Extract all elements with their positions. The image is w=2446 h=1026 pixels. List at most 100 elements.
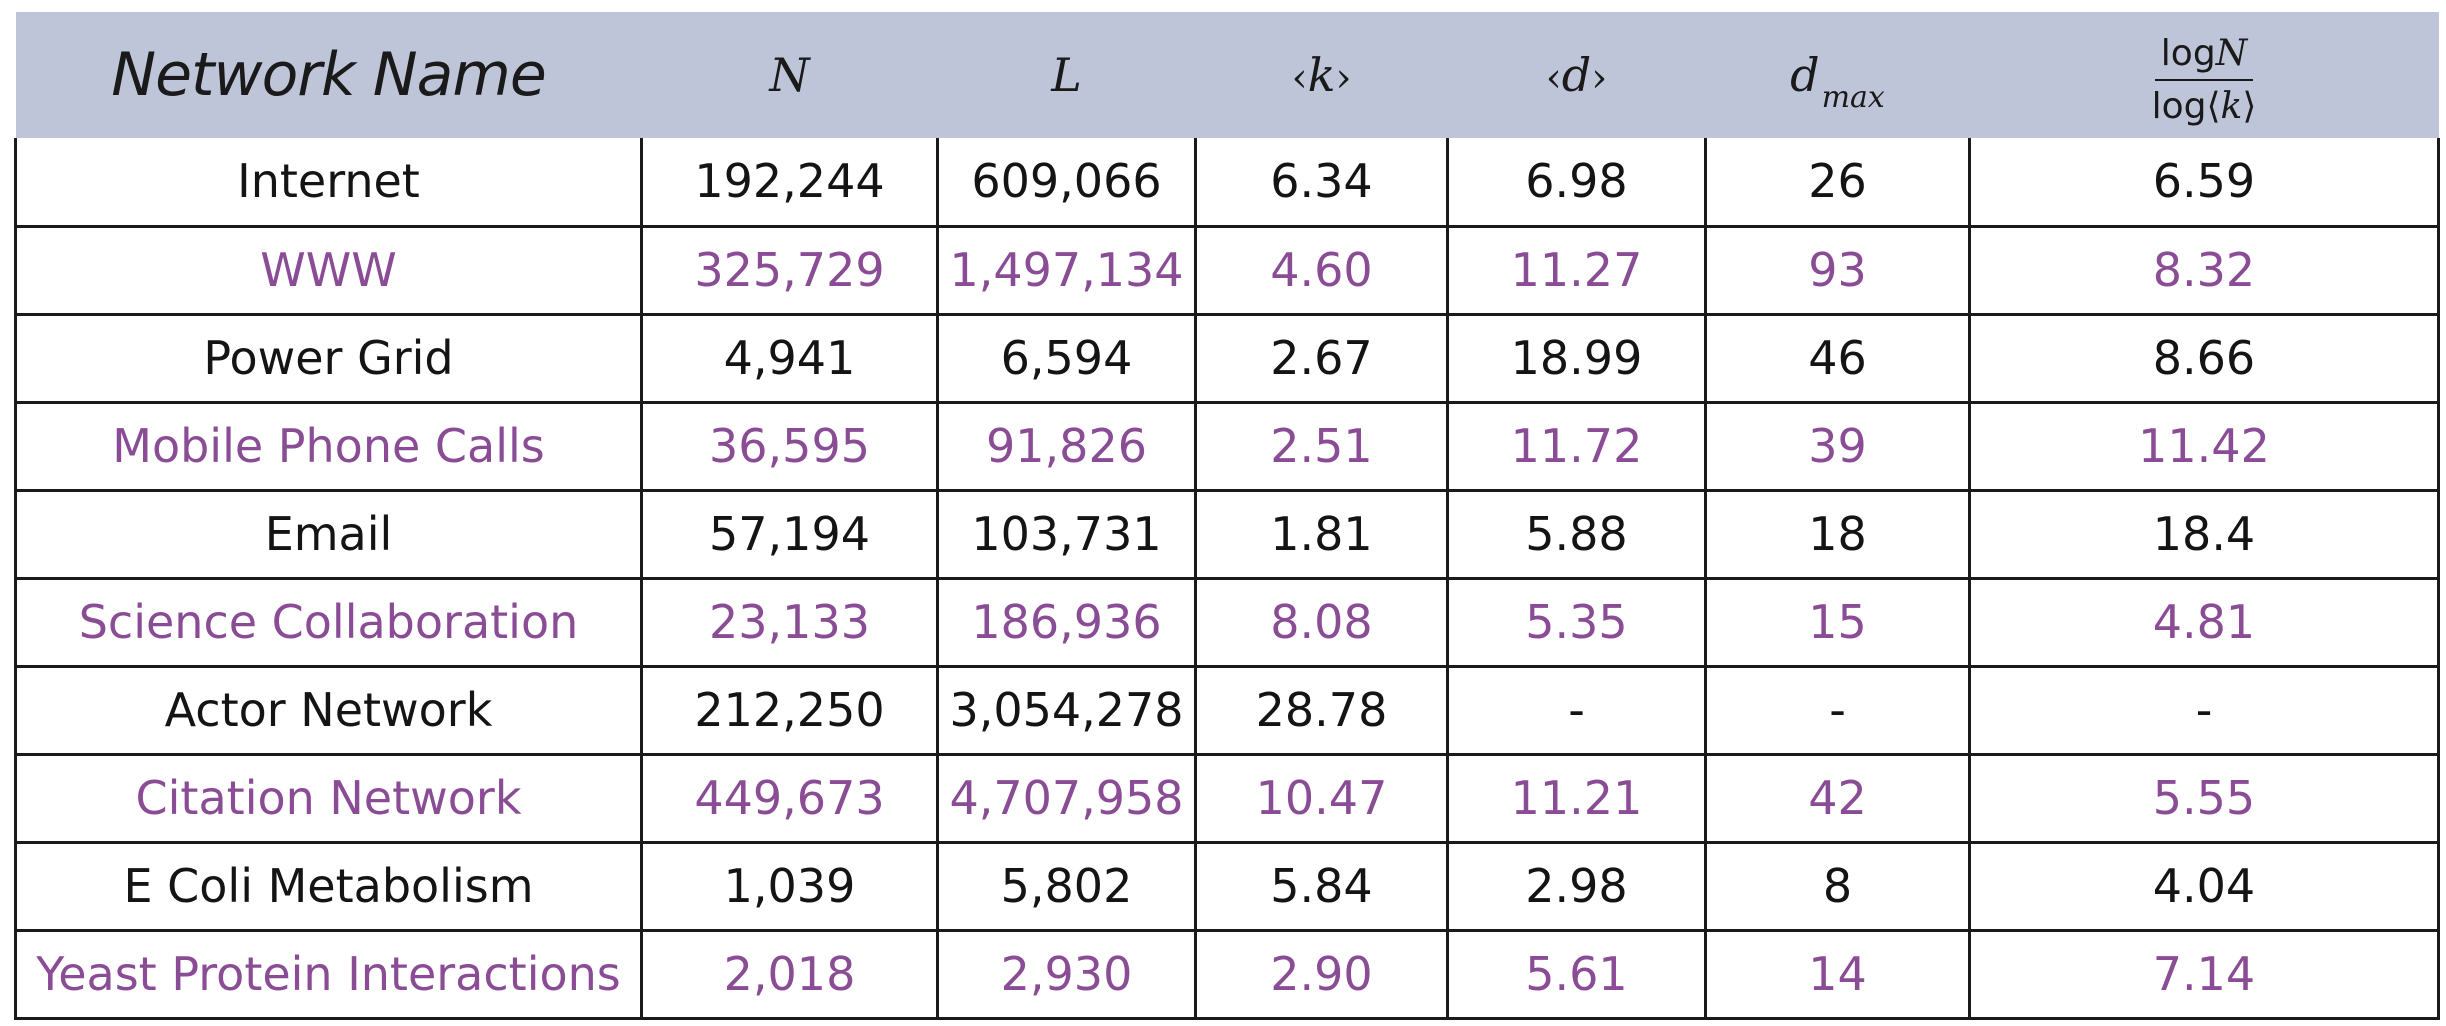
header-k-label: k (1307, 48, 1336, 102)
table-row: Citation Network 449,673 4,707,958 10.47… (14, 752, 2440, 844)
cell-dmax: 46 (1704, 312, 1971, 404)
cell-dmax: 93 (1704, 224, 1971, 316)
table-row: E Coli Metabolism 1,039 5,802 5.84 2.98 … (14, 840, 2440, 932)
cell-avg-d: 6.98 (1446, 138, 1707, 228)
cell-avg-k: 8.08 (1194, 576, 1449, 668)
cell-network-name: Yeast Protein Interactions (14, 928, 643, 1020)
cell-network-name: Email (14, 488, 643, 580)
cell-l: 91,826 (936, 400, 1197, 492)
cell-n: 2,018 (640, 928, 939, 1020)
header-l-label: L (1051, 48, 1082, 102)
fraction-numerator: logN (2154, 32, 2254, 81)
cell-l: 5,802 (936, 840, 1197, 932)
header-l: L (938, 12, 1196, 138)
cell-avg-d: - (1446, 664, 1707, 756)
cell-network-name: Internet (14, 138, 643, 228)
cell-l: 6,594 (936, 312, 1197, 404)
cell-avg-k: 2.90 (1194, 928, 1449, 1020)
left-angle-glyph: ‹ (1545, 55, 1562, 101)
log-ratio-fraction: logN log⟨k⟩ (2152, 32, 2257, 128)
cell-n: 23,133 (640, 576, 939, 668)
network-table-container: Network Name N L ‹k› ‹d› dmax (14, 12, 2440, 1020)
cell-log-ratio: 4.81 (1968, 576, 2440, 668)
cell-network-name: Citation Network (14, 752, 643, 844)
cell-avg-k: 2.67 (1194, 312, 1449, 404)
cell-n: 4,941 (640, 312, 939, 404)
header-n-label: N (769, 48, 810, 102)
cell-l: 2,930 (936, 928, 1197, 1020)
cell-network-name: E Coli Metabolism (14, 840, 643, 932)
right-angle-glyph: › (1591, 55, 1608, 101)
table-row: Power Grid 4,941 6,594 2.67 18.99 46 8.6… (14, 312, 2440, 404)
header-row: Network Name N L ‹k› ‹d› dmax (15, 12, 2439, 138)
cell-dmax: 42 (1704, 752, 1971, 844)
cell-avg-k: 1.81 (1194, 488, 1449, 580)
header-dmax-subscript: max (1821, 80, 1885, 115)
table-row: Science Collaboration 23,133 186,936 8.0… (14, 576, 2440, 668)
cell-dmax: 14 (1704, 928, 1971, 1020)
cell-l: 3,054,278 (936, 664, 1197, 756)
denominator-log: log (2151, 86, 2207, 127)
numerator-log: log (2160, 32, 2216, 74)
table-row: Yeast Protein Interactions 2,018 2,930 2… (14, 928, 2440, 1020)
cell-l: 186,936 (936, 576, 1197, 668)
cell-avg-d: 11.21 (1446, 752, 1707, 844)
cell-l: 4,707,958 (936, 752, 1197, 844)
cell-avg-k: 10.47 (1194, 752, 1449, 844)
header-network-name: Network Name (111, 40, 547, 110)
header-avg-k: ‹k› (1196, 12, 1448, 138)
table-header: Network Name N L ‹k› ‹d› dmax (15, 12, 2439, 138)
cell-avg-d: 11.72 (1446, 400, 1707, 492)
cell-n: 36,595 (640, 400, 939, 492)
table-row: Internet 192,244 609,066 6.34 6.98 26 6.… (14, 138, 2440, 228)
cell-l: 103,731 (936, 488, 1197, 580)
cell-dmax: - (1704, 664, 1971, 756)
cell-l: 609,066 (936, 138, 1197, 228)
cell-avg-k: 28.78 (1194, 664, 1449, 756)
cell-dmax: 39 (1704, 400, 1971, 492)
cell-l: 1,497,134 (936, 224, 1197, 316)
cell-avg-k: 5.84 (1194, 840, 1449, 932)
cell-log-ratio: 11.42 (1968, 400, 2440, 492)
cell-n: 325,729 (640, 224, 939, 316)
cell-avg-d: 2.98 (1446, 840, 1707, 932)
cell-avg-d: 5.88 (1446, 488, 1707, 580)
cell-network-name: Power Grid (14, 312, 643, 404)
cell-avg-d: 18.99 (1446, 312, 1707, 404)
cell-network-name: Mobile Phone Calls (14, 400, 643, 492)
table-row: WWW 325,729 1,497,134 4.60 11.27 93 8.32 (14, 224, 2440, 316)
header-n: N (642, 12, 938, 138)
cell-log-ratio: 7.14 (1968, 928, 2440, 1020)
cell-n: 449,673 (640, 752, 939, 844)
cell-avg-d: 5.35 (1446, 576, 1707, 668)
cell-n: 192,244 (640, 138, 939, 228)
cell-log-ratio: - (1968, 664, 2440, 756)
header-d-label: d (1561, 48, 1592, 102)
header-log-ratio: logN log⟨k⟩ (1970, 12, 2439, 138)
cell-network-name: Actor Network (14, 664, 643, 756)
table-body: Internet 192,244 609,066 6.34 6.98 26 6.… (14, 138, 2440, 1020)
numerator-var: N (2215, 32, 2248, 74)
cell-network-name: WWW (14, 224, 643, 316)
cell-avg-d: 11.27 (1446, 224, 1707, 316)
cell-dmax: 8 (1704, 840, 1971, 932)
fraction-denominator: log⟨k⟩ (2151, 86, 2257, 127)
network-properties-table: Network Name N L ‹k› ‹d› dmax (14, 12, 2440, 1020)
cell-log-ratio: 18.4 (1968, 488, 2440, 580)
cell-log-ratio: 8.32 (1968, 224, 2440, 316)
header-dmax-label: d (1790, 48, 1820, 102)
cell-avg-k: 6.34 (1194, 138, 1449, 228)
cell-dmax: 15 (1704, 576, 1971, 668)
cell-network-name: Science Collaboration (14, 576, 643, 668)
left-angle-glyph: ‹ (1291, 55, 1308, 101)
cell-log-ratio: 8.66 (1968, 312, 2440, 404)
cell-avg-d: 5.61 (1446, 928, 1707, 1020)
cell-avg-k: 4.60 (1194, 224, 1449, 316)
table-row: Email 57,194 103,731 1.81 5.88 18 18.4 (14, 488, 2440, 580)
header-avg-d: ‹d› (1448, 12, 1706, 138)
cell-n: 212,250 (640, 664, 939, 756)
header-dmax: dmax (1706, 12, 1970, 138)
cell-n: 57,194 (640, 488, 939, 580)
table-row: Mobile Phone Calls 36,595 91,826 2.51 11… (14, 400, 2440, 492)
cell-dmax: 18 (1704, 488, 1971, 580)
